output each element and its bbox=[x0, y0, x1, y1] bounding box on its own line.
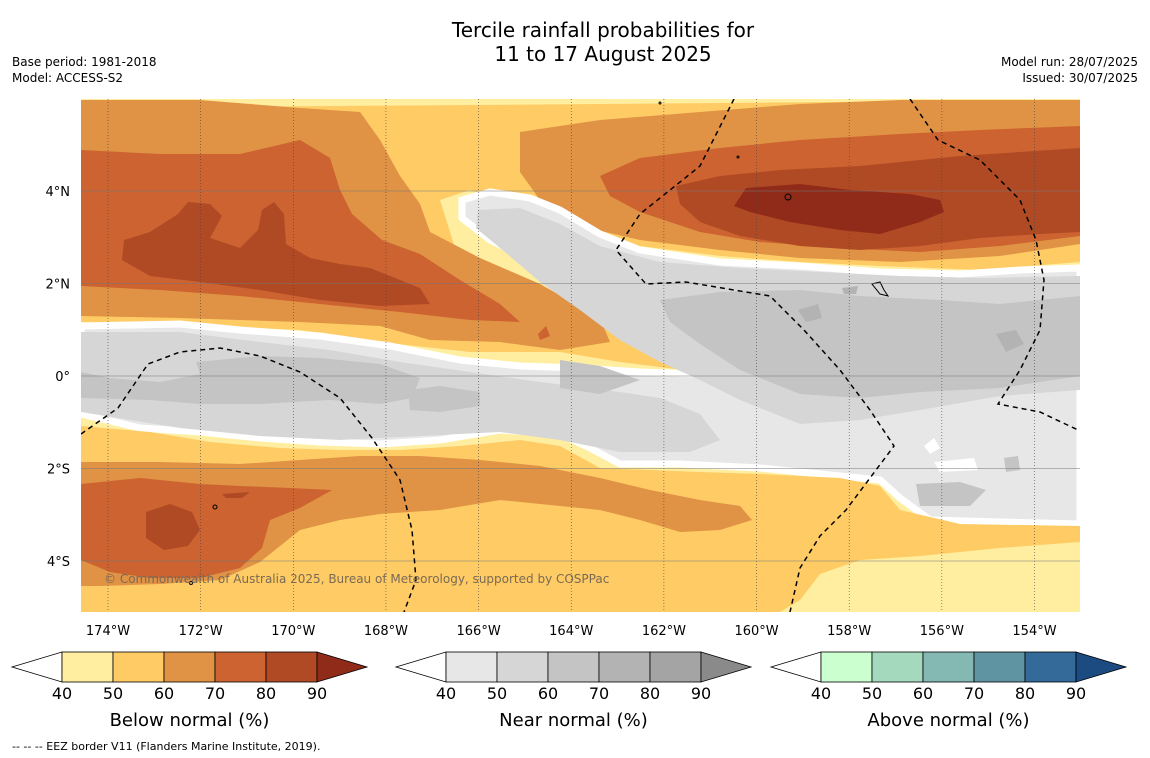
colorbar-title: Near normal (%) bbox=[499, 710, 648, 731]
colorbar-cell bbox=[112, 651, 165, 683]
field-patch-below-70-80 bbox=[538, 326, 550, 340]
colorbar-tick-label: 70 bbox=[964, 684, 984, 703]
colorbar-cell bbox=[214, 651, 267, 683]
colorbar: 40 50 60 70 80 90 Near normal (%) bbox=[394, 651, 753, 731]
colorbar-cell bbox=[547, 651, 600, 683]
lon-tick-label: 158°W bbox=[827, 624, 871, 639]
field-north-below-90 bbox=[734, 184, 944, 234]
colorbar-tick-label: 60 bbox=[913, 684, 933, 703]
colorbar-tick-label: 90 bbox=[1066, 684, 1086, 703]
colorbar-cell bbox=[445, 651, 498, 683]
longitude-labels: 174°W 172°W 170°W 168°W 166°W 164°W 162°W 160°W… bbox=[86, 624, 1057, 639]
lon-tick-label: 168°W bbox=[364, 624, 408, 639]
colorbar-under-triangle bbox=[769, 651, 822, 683]
colorbar-cell bbox=[61, 651, 114, 683]
colorbar-title: Below normal (%) bbox=[110, 710, 270, 731]
lon-tick-label: 156°W bbox=[920, 624, 964, 639]
colorbar-tick-label: 80 bbox=[640, 684, 660, 703]
base-period-text: Base period: 1981-2018 bbox=[12, 55, 157, 69]
lon-tick-label: 164°W bbox=[549, 624, 593, 639]
colorbar-cell bbox=[1024, 651, 1077, 683]
lat-tick-label: 0° bbox=[55, 370, 70, 385]
colorbar-tick-label: 90 bbox=[307, 684, 327, 703]
meta-left: Base period: 1981-2018 Model: ACCESS-S2 bbox=[12, 54, 157, 86]
colorbar-cell bbox=[922, 651, 975, 683]
colorbar-over-triangle bbox=[700, 651, 753, 683]
colorbar-over-triangle bbox=[1075, 651, 1128, 683]
lat-tick-label: 2°S bbox=[47, 463, 70, 478]
latitude-labels: 4°N 2°N 0° 2°S 4°S bbox=[46, 185, 71, 570]
colorbar-cell bbox=[598, 651, 651, 683]
lon-tick-label: 166°W bbox=[457, 624, 501, 639]
map-title-line2: 11 to 17 August 2025 bbox=[494, 42, 712, 66]
lon-tick-label: 154°W bbox=[1012, 624, 1056, 639]
probability-field bbox=[81, 99, 1080, 612]
lon-tick-label: 162°W bbox=[642, 624, 686, 639]
colorbar-under-triangle bbox=[10, 651, 63, 683]
colorbar-cell bbox=[265, 651, 318, 683]
colorbar-tick-label: 80 bbox=[256, 684, 276, 703]
colorbar-cell bbox=[973, 651, 1026, 683]
colorbar-tick-label: 70 bbox=[589, 684, 609, 703]
map-title: Tercile rainfall probabilities for 11 to… bbox=[0, 18, 1150, 66]
colorbar-tick-label: 40 bbox=[436, 684, 456, 703]
colorbar-tick-label: 50 bbox=[487, 684, 507, 703]
colorbars: 40 50 60 70 80 90 Below normal (%) 40 50 60 70 80 90… bbox=[10, 651, 1128, 731]
model-run-text: Model run: 28/07/2025 bbox=[1000, 55, 1138, 69]
colorbar-cell bbox=[649, 651, 702, 683]
colorbar-tick-label: 40 bbox=[52, 684, 72, 703]
gridlines bbox=[81, 99, 1080, 612]
field-south-below-80-90 bbox=[146, 492, 250, 550]
colorbar: 40 50 60 70 80 90 Below normal (%) bbox=[10, 651, 369, 731]
lat-tick-label: 4°S bbox=[47, 555, 70, 570]
model-text: Model: ACCESS-S2 bbox=[12, 71, 124, 85]
lon-tick-label: 170°W bbox=[271, 624, 315, 639]
colorbar-tick-label: 50 bbox=[862, 684, 882, 703]
colorbar-over-triangle bbox=[316, 651, 369, 683]
colorbar-tick-label: 40 bbox=[811, 684, 831, 703]
eez-footnote: -- -- -- EEZ border V11 (Flanders Marine… bbox=[12, 740, 321, 753]
lon-tick-label: 174°W bbox=[86, 624, 130, 639]
colorbar-cell bbox=[871, 651, 924, 683]
colorbar-under-triangle bbox=[394, 651, 447, 683]
lat-tick-label: 2°N bbox=[46, 278, 71, 293]
lon-tick-label: 160°W bbox=[734, 624, 778, 639]
field-near-normal-60-70 bbox=[81, 290, 1080, 506]
colorbar-tick-label: 80 bbox=[1015, 684, 1035, 703]
colorbar-tick-label: 60 bbox=[538, 684, 558, 703]
lon-tick-label: 172°W bbox=[179, 624, 223, 639]
colorbar-cell bbox=[496, 651, 549, 683]
colorbar-tick-label: 90 bbox=[691, 684, 711, 703]
meta-right: Model run: 28/07/2025 Issued: 30/07/2025 bbox=[1001, 54, 1138, 86]
colorbar-tick-label: 50 bbox=[103, 684, 123, 703]
eez-borders bbox=[81, 99, 1079, 612]
island-outlines bbox=[189, 101, 890, 585]
field-south-below-70-80 bbox=[81, 478, 332, 578]
issued-text: Issued: 30/07/2025 bbox=[1022, 71, 1138, 85]
colorbar-tick-label: 70 bbox=[205, 684, 225, 703]
map-title-line1: Tercile rainfall probabilities for bbox=[451, 18, 755, 42]
colorbar-title: Above normal (%) bbox=[867, 710, 1029, 731]
field-patch-white-east bbox=[924, 438, 978, 472]
lat-tick-label: 4°N bbox=[46, 185, 71, 200]
colorbar-cell bbox=[820, 651, 873, 683]
colorbar-cell bbox=[163, 651, 216, 683]
field-north-below-80-90 bbox=[122, 148, 1080, 306]
colorbar-tick-label: 60 bbox=[154, 684, 174, 703]
copyright-text: © Commonwealth of Australia 2025, Bureau… bbox=[104, 572, 609, 586]
colorbar: 40 50 60 70 80 90 Above normal (%) bbox=[769, 651, 1128, 731]
